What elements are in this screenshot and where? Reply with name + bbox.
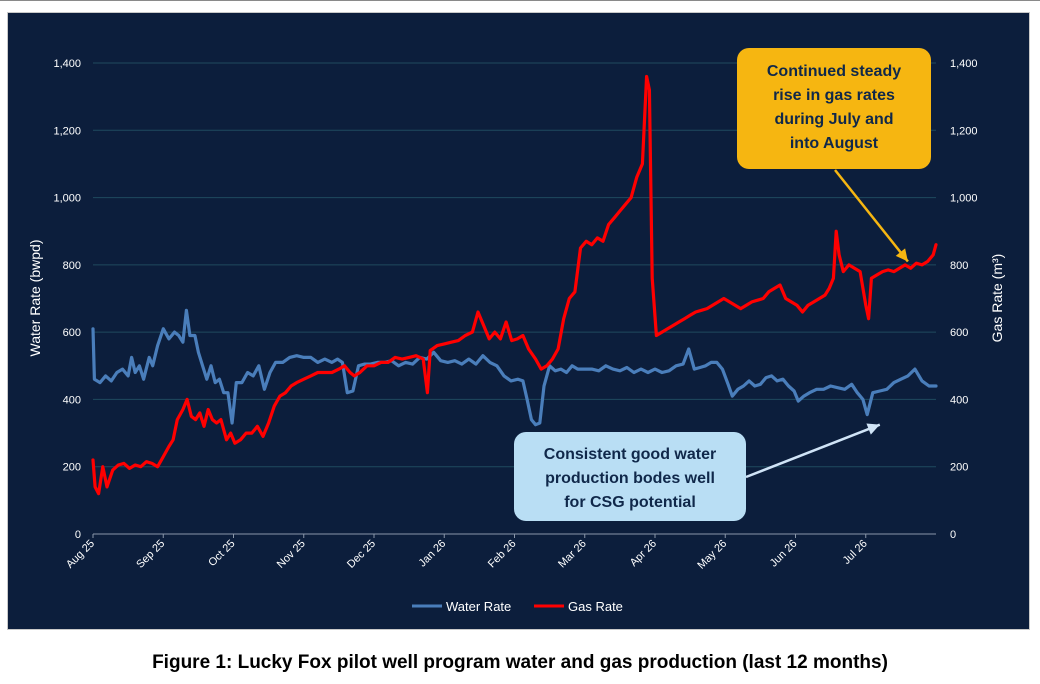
x-tick-label: Jan 26 — [417, 538, 449, 570]
y-right-tick-label: 800 — [950, 260, 968, 272]
x-tick-label: Jul 26 — [841, 538, 870, 567]
y-right-tick-label: 600 — [950, 327, 968, 339]
gas-rate-callout: Continued steady rise in gas rates durin… — [737, 48, 931, 169]
gas-callout-arrow — [834, 169, 909, 263]
y-left-tick-label: 200 — [63, 462, 81, 474]
x-tick-label: Apr 26 — [628, 538, 659, 569]
y-left-tick-label: 800 — [63, 260, 81, 272]
y-left-tick-label: 1,400 — [53, 58, 81, 70]
series — [91, 74, 938, 496]
x-tick-label: Mar 26 — [556, 538, 589, 571]
x-tick-label: Nov 25 — [275, 538, 308, 571]
water-rate-line — [91, 308, 938, 427]
y-left-axis-title: Water Rate (bwpd) — [27, 240, 43, 357]
x-tick-label: Jun 26 — [768, 538, 800, 570]
gas-callout-arrow-shaft — [834, 169, 909, 263]
top-rule — [0, 0, 1040, 1]
x-tick-label: Oct 25 — [206, 538, 237, 569]
y-right-tick-label: 1,400 — [950, 58, 978, 70]
y-left-tick-label: 1,200 — [53, 125, 81, 137]
y-right-tick-label: 1,200 — [950, 125, 978, 137]
y-left-tick-label: 400 — [63, 394, 81, 406]
y-left-tick-label: 0 — [75, 529, 81, 541]
gas-rate-line — [91, 74, 938, 496]
x-tick-label: Aug 25 — [64, 538, 97, 571]
callout-arrows — [745, 169, 909, 479]
water-callout-arrow-head — [866, 423, 880, 435]
legend: Water Rate Gas Rate — [412, 599, 623, 614]
y-right-axis-title: Gas Rate (m³) — [989, 254, 1005, 343]
water-callout-arrow — [745, 423, 881, 479]
legend-label: Water Rate — [446, 599, 511, 614]
water-rate-callout: Consistent good water production bodes w… — [514, 432, 746, 521]
x-tick-label: Feb 26 — [486, 538, 519, 571]
x-tick-label: Dec 25 — [345, 538, 378, 571]
x-tick-label: May 26 — [695, 538, 729, 572]
figure-caption: Figure 1: Lucky Fox pilot well program w… — [152, 652, 888, 673]
y-right-tick-label: 200 — [950, 462, 968, 474]
y-right-tick-label: 1,000 — [950, 193, 978, 205]
y-right-tick-label: 0 — [950, 529, 956, 541]
water-callout-arrow-shaft — [745, 423, 881, 479]
y-left-tick-label: 1,000 — [53, 193, 81, 205]
y-left-tick-label: 600 — [63, 327, 81, 339]
x-tick-label: Sep 25 — [134, 538, 167, 571]
gas-callout-arrow-head — [895, 248, 908, 262]
legend-label: Gas Rate — [568, 599, 623, 614]
y-right-tick-label: 400 — [950, 394, 968, 406]
